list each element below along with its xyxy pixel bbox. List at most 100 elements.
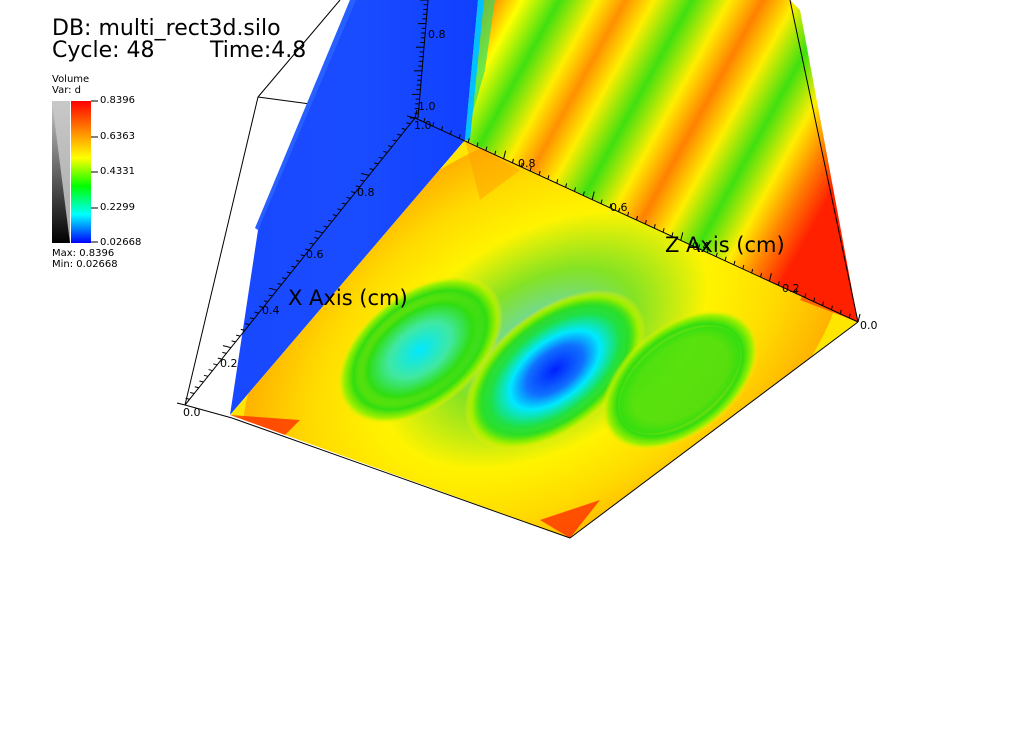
legend-max-label: Max: 0.8396 — [52, 248, 115, 259]
axis-tick — [751, 268, 754, 274]
axis-tick — [760, 272, 763, 278]
axis-tick — [768, 273, 772, 282]
axis-tick — [786, 285, 789, 290]
axis-tick — [680, 232, 684, 241]
axis-tick — [423, 117, 426, 123]
z-axis-tick-labels: 0.0 0.2 0.4 0.6 0.8 — [518, 157, 878, 332]
axis-tick — [222, 351, 227, 354]
axis-tick — [724, 256, 727, 261]
axis-tick — [236, 334, 241, 337]
axis-tick — [644, 219, 647, 225]
axis-tick — [337, 208, 342, 211]
legend-tick-label: 0.6363 — [100, 131, 135, 142]
axis-tick — [360, 179, 365, 182]
axis-tick — [194, 386, 199, 389]
axis-tick — [671, 232, 674, 237]
x-tick-label: 0.0 — [183, 406, 201, 419]
axis-tick — [231, 340, 236, 343]
axis-tick — [529, 166, 532, 172]
cycle-label: Cycle: 48 — [52, 38, 155, 63]
legend-tick-label: 0.8396 — [100, 95, 135, 106]
x-tick-label: 0.6 — [306, 248, 324, 261]
z-tick-label: 0.8 — [518, 157, 536, 170]
axis-tick — [291, 265, 296, 268]
axis-tick — [401, 127, 406, 130]
axis-tick — [600, 199, 603, 204]
legend-title: Volume — [52, 74, 90, 85]
axis-tick — [458, 134, 461, 139]
axis-tick — [314, 230, 324, 234]
z-tick-label: 0.2 — [782, 282, 800, 295]
axis-tick — [565, 183, 568, 188]
axis-tick-marks — [176, 0, 861, 406]
axis-tick — [449, 130, 452, 135]
axis-tick — [332, 214, 337, 217]
axis-tick — [277, 282, 282, 285]
axis-tick — [286, 271, 291, 274]
axis-tick — [804, 293, 807, 298]
axis-tick — [369, 168, 374, 171]
axis-tick — [618, 207, 621, 212]
axis-tick — [185, 397, 190, 400]
color-ramp — [71, 101, 91, 243]
x-tick-label: 0.8 — [357, 186, 375, 199]
axis-tick — [538, 170, 541, 176]
axis-tick — [341, 202, 347, 205]
axis-tick — [328, 219, 333, 222]
axis-tick — [254, 311, 259, 314]
axis-tick — [698, 244, 701, 249]
axis-tick — [813, 297, 816, 302]
axis-tick — [503, 150, 507, 159]
axis-tick — [414, 109, 418, 119]
axis-tick — [268, 294, 273, 297]
axis-tick — [485, 146, 488, 151]
axis-tick — [662, 228, 665, 233]
axis-tick — [733, 260, 736, 266]
axis-tick — [295, 260, 301, 262]
corner-tick-label: 1.0 — [414, 119, 432, 132]
axis-tick — [309, 242, 314, 245]
axis-tick — [374, 162, 379, 165]
axis-tick — [222, 345, 232, 349]
axis-tick — [511, 158, 514, 164]
axis-tick — [240, 328, 245, 331]
axis-tick — [259, 305, 264, 308]
axis-tick — [582, 191, 585, 196]
x-tick-label: 0.4 — [262, 304, 280, 317]
axis-tick — [383, 150, 388, 153]
axis-tick — [300, 254, 305, 257]
axis-tick — [795, 289, 798, 294]
axis-tick — [176, 402, 186, 406]
axis-tick — [556, 179, 559, 184]
axis-tick — [355, 185, 360, 188]
axis-tick — [245, 323, 250, 326]
legend-min-label: Min: 0.02668 — [52, 259, 118, 270]
time-label: Time:4.8 — [210, 38, 307, 63]
axis-tick — [282, 277, 287, 280]
axis-tick — [591, 191, 595, 200]
axis-tick — [573, 187, 576, 192]
axis-tick — [742, 264, 745, 270]
x-axis-title: X Axis (cm) — [288, 286, 408, 310]
x-axis-tick-labels: 0.0 0.2 0.4 0.6 0.8 1.0 — [183, 119, 432, 419]
axis-tick — [199, 380, 204, 383]
axis-tick — [636, 215, 638, 221]
axis-tick — [494, 150, 497, 155]
axis-tick — [547, 175, 550, 180]
axis-tick — [839, 309, 842, 314]
z-tick-label: 0.6 — [610, 201, 628, 214]
axis-tick — [217, 357, 222, 360]
x-tick-label: 0.2 — [220, 357, 238, 370]
database-label: DB: multi_rect3d.silo — [52, 16, 281, 41]
y-tick-label: 1.0 — [418, 100, 436, 113]
axis-tick — [857, 313, 861, 323]
axis-tick — [263, 300, 268, 303]
axis-tick — [822, 301, 825, 306]
axis-tick — [378, 156, 383, 159]
axis-tick — [441, 126, 444, 131]
axis-tick — [397, 133, 402, 136]
axis-tick — [249, 317, 255, 320]
axis-tick — [777, 281, 780, 286]
